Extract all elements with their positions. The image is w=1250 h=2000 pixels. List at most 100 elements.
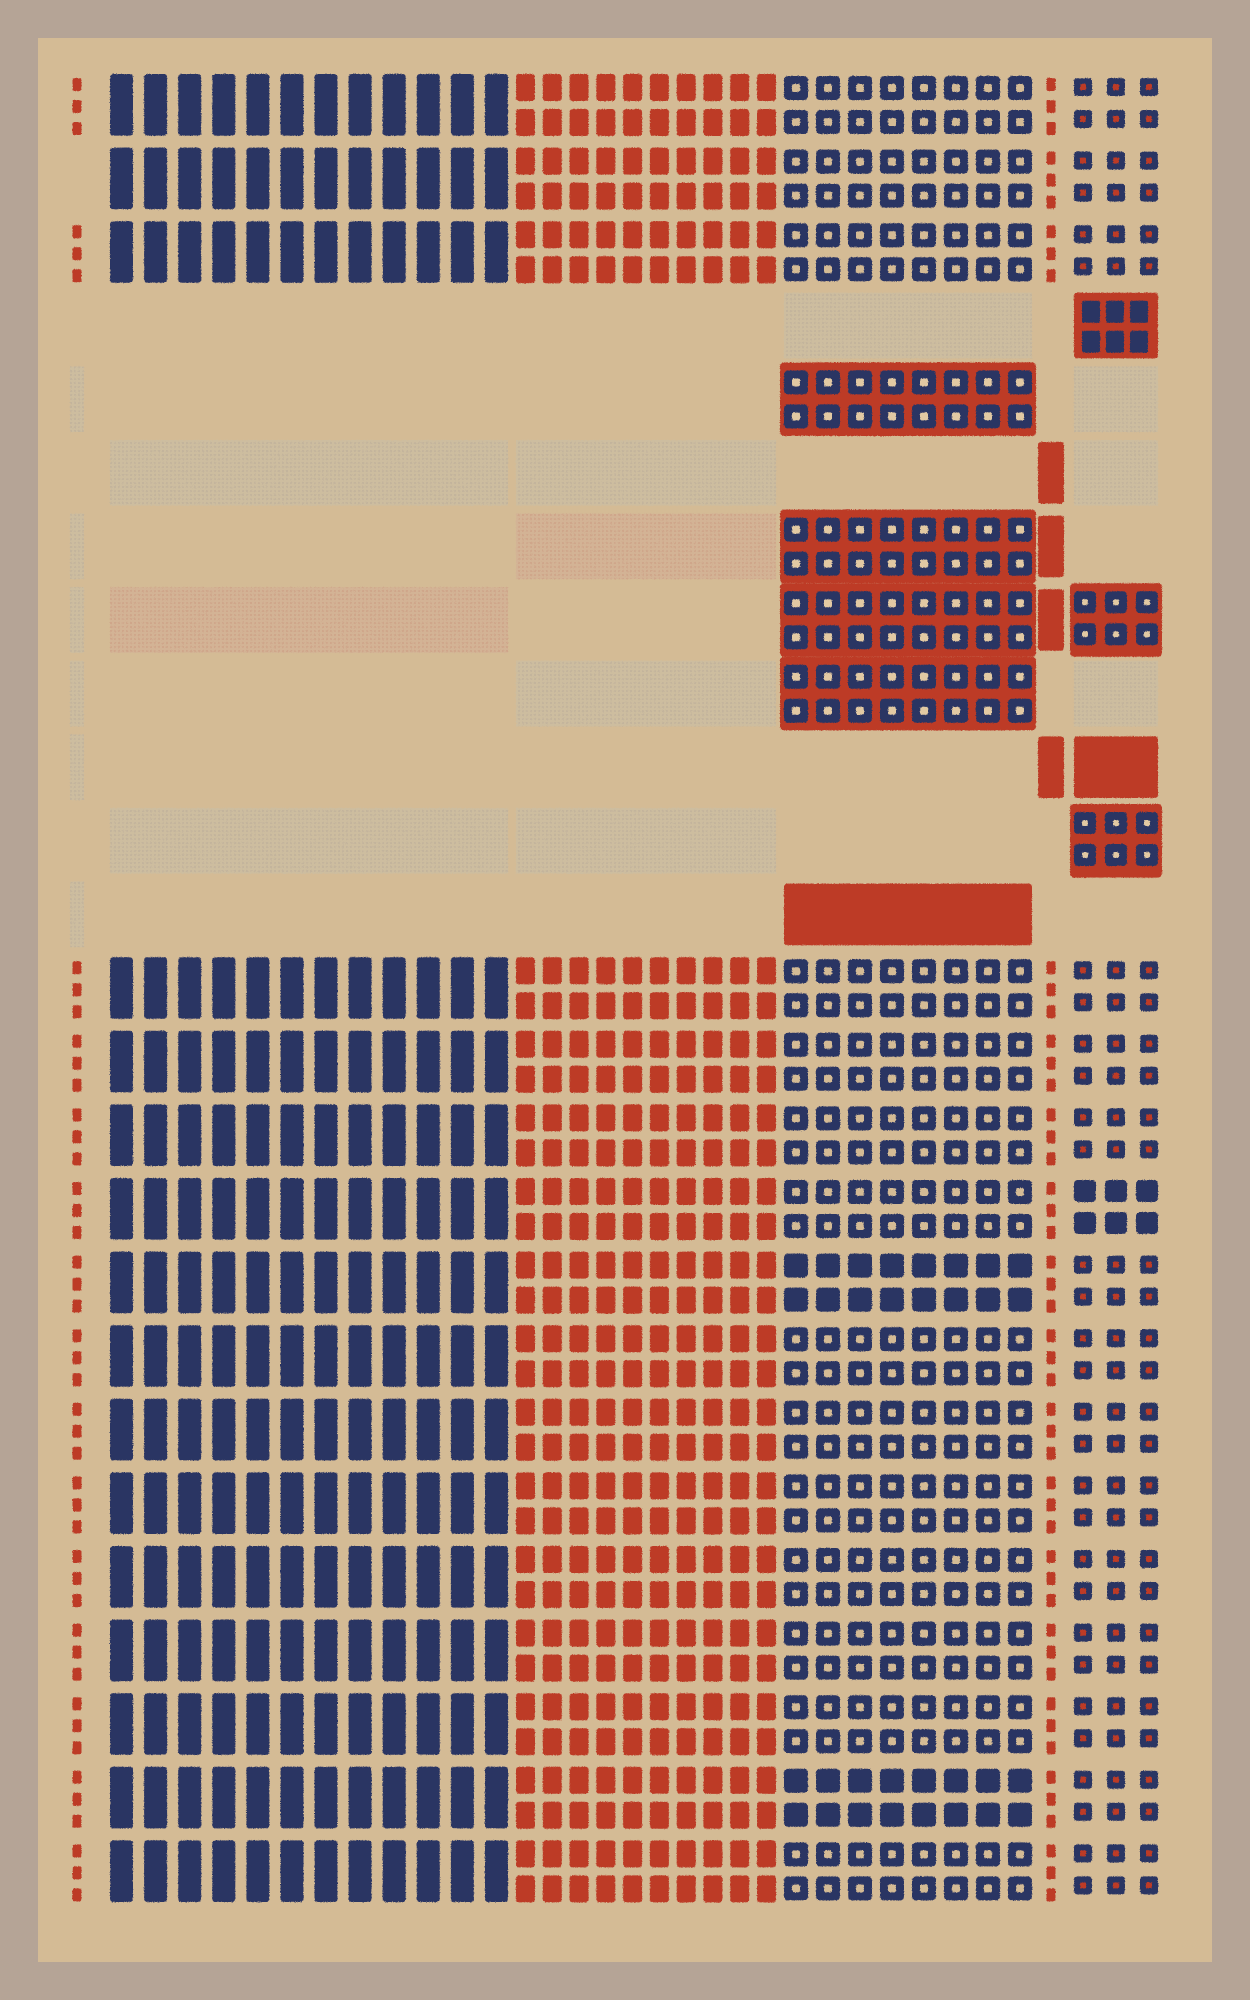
ring-hole <box>792 118 800 126</box>
red-dot-mark <box>1046 1770 1056 1784</box>
ring-hole <box>888 706 896 715</box>
red-dot-mark <box>1046 1741 1056 1755</box>
blue-bar-mark <box>280 74 304 136</box>
blue-bar-mark <box>485 1693 508 1755</box>
red-tile-mark <box>596 1433 616 1461</box>
ring-hole <box>824 84 832 92</box>
ring-hole <box>856 633 864 642</box>
red-dot-mark <box>1046 151 1056 165</box>
red-dot-mark <box>1046 1520 1056 1534</box>
ring-hole <box>952 1590 960 1598</box>
blue-bar-mark <box>110 221 133 283</box>
ring-hole <box>856 378 864 387</box>
red-tile-mark <box>730 1546 750 1573</box>
red-tile-mark <box>516 1840 535 1868</box>
ring-hole <box>792 1040 800 1049</box>
faint-hatch-block <box>1074 366 1158 432</box>
ring-hole <box>856 1222 864 1230</box>
blue-bar-mark <box>212 1178 236 1240</box>
faint-hatch-block <box>70 881 84 948</box>
blue-bar-mark <box>416 1472 440 1534</box>
red-dot-mark <box>1046 961 1056 975</box>
red-tile-mark <box>542 1840 562 1868</box>
ring-hole <box>856 231 864 240</box>
ring-hole <box>984 118 992 126</box>
ring-hole <box>792 706 800 715</box>
blue-bar-mark <box>348 1030 372 1093</box>
ring-hole <box>984 1629 992 1638</box>
blue-filled-square <box>848 1768 872 1793</box>
ring-hole <box>824 1074 832 1083</box>
ring-hole <box>952 1222 960 1230</box>
ring-hole <box>792 378 800 387</box>
red-dot-mark <box>72 1550 82 1563</box>
small-red-center <box>1146 1514 1152 1521</box>
red-vertical-bar <box>1038 515 1064 578</box>
red-tile-mark <box>596 1728 616 1756</box>
red-dot-mark <box>1046 1424 1056 1438</box>
blue-bar-mark <box>212 1766 236 1829</box>
red-tile-mark <box>757 1507 776 1535</box>
blue-filled-square <box>912 1287 936 1312</box>
small-red-center <box>1113 157 1119 164</box>
ring-hole <box>920 1369 928 1378</box>
red-tile-mark <box>569 1360 589 1388</box>
blue-bar-mark <box>485 147 508 210</box>
blue-filled-square <box>816 1287 840 1312</box>
red-dot-mark <box>72 1226 82 1239</box>
red-tile-mark <box>569 1104 589 1132</box>
blue-bar-mark <box>382 1766 406 1829</box>
small-red-center <box>1080 1114 1086 1121</box>
blue-filled-square <box>1074 1212 1096 1234</box>
red-tile-mark <box>516 1693 535 1721</box>
blue-bar-mark <box>450 74 474 136</box>
red-tile-mark <box>516 1619 535 1647</box>
red-tile-mark <box>542 1581 562 1608</box>
ring-hole <box>824 559 832 568</box>
red-tile-mark <box>596 1104 616 1132</box>
red-tile-mark <box>516 182 535 210</box>
small-red-center <box>1113 1735 1119 1742</box>
blue-filled-square <box>784 1253 808 1278</box>
red-tile-mark <box>542 1139 562 1167</box>
small-red-center <box>1080 967 1086 974</box>
ring-hole <box>1016 412 1024 421</box>
ring-hole <box>952 1074 960 1083</box>
blue-bar-mark <box>382 1325 406 1387</box>
red-tile-mark <box>730 1286 750 1314</box>
red-tile-mark <box>516 1213 535 1240</box>
red-tile-mark <box>542 1507 562 1535</box>
red-dot-mark <box>1046 1351 1056 1365</box>
ring-hole <box>920 412 928 421</box>
small-red-center <box>1146 1703 1152 1710</box>
small-red-center <box>1080 1514 1086 1521</box>
red-tile-mark <box>730 1875 750 1903</box>
blue-bar-mark <box>212 1840 236 1902</box>
blue-bar-mark <box>280 1325 304 1387</box>
ring-hole <box>920 1629 928 1638</box>
red-tile-mark <box>649 256 669 284</box>
red-tile-mark <box>649 1433 669 1461</box>
ring-hole <box>1016 1629 1024 1638</box>
red-tile-mark <box>703 1325 723 1353</box>
ring-hole <box>824 1629 832 1638</box>
blue-bar-mark <box>246 1693 270 1755</box>
solid-red-block <box>1074 736 1158 798</box>
red-tile-mark <box>596 1213 616 1240</box>
ring-hole <box>888 1629 896 1638</box>
red-tile-mark <box>730 1251 750 1279</box>
blue-bar-mark <box>144 957 168 1019</box>
ring-hole <box>952 157 960 166</box>
red-tile-mark <box>569 1654 589 1682</box>
red-tile-mark <box>676 1766 696 1794</box>
small-red-center <box>1080 231 1086 238</box>
blue-bar-mark <box>212 74 236 136</box>
blue-bar-mark <box>110 1104 133 1166</box>
blue-filled-square <box>976 1768 1000 1793</box>
blue-bar-mark <box>382 1546 406 1608</box>
blue-bar-mark <box>110 1546 133 1608</box>
small-red-center <box>1080 1261 1086 1268</box>
blue-bar-mark <box>178 1840 202 1902</box>
ring-hole <box>984 633 992 642</box>
red-dot-mark <box>72 1719 82 1733</box>
